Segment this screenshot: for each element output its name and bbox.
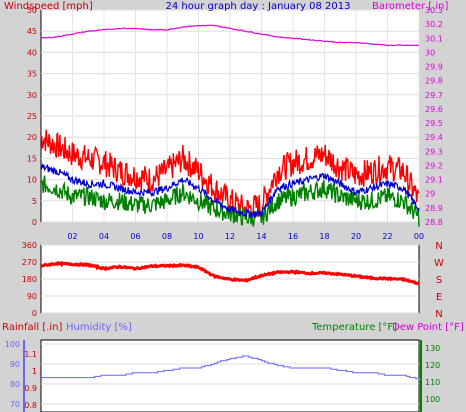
humidity-tick: 70	[10, 400, 20, 409]
windspeed-tick: 5	[32, 197, 37, 206]
direction-tick: 180	[22, 275, 37, 284]
barometer-tick: 29.7	[425, 91, 443, 100]
barometer-line	[40, 24, 420, 47]
direction-tick: 90	[27, 292, 37, 301]
temp-plot-area	[40, 339, 420, 412]
time-tick: 22	[382, 232, 392, 241]
barometer-tick: 28.9	[425, 204, 443, 213]
windspeed-tick: 50	[27, 6, 37, 15]
rainfall-tick: 1	[32, 367, 37, 376]
time-tick: 08	[162, 232, 172, 241]
compass-label: N	[435, 309, 442, 320]
barometer-tick: 29.1	[425, 176, 443, 185]
temperature-tick: 110	[425, 378, 440, 387]
windspeed-tick: 35	[27, 70, 37, 79]
windspeed-tick: 0	[32, 218, 37, 227]
windspeed-tick: 10	[27, 176, 37, 185]
windspeed-tick: 40	[27, 48, 37, 57]
rainfall-tick: 0.8	[24, 401, 37, 410]
time-tick: 20	[351, 232, 361, 241]
humidity-tick: 80	[10, 380, 20, 389]
temperature-tick: 130	[425, 344, 440, 353]
rainfall-axis-label: Rainfall [.in]	[2, 322, 63, 333]
barometer-tick: 30	[425, 48, 435, 57]
direction-tick: 360	[22, 241, 37, 250]
temperature-tick: 100	[425, 395, 440, 404]
windspeed-axis-label: Windspeed [mph]	[4, 1, 93, 12]
compass-label: S	[436, 275, 442, 286]
barometer-tick: 30.2	[425, 20, 443, 29]
time-tick: 18	[319, 232, 329, 241]
barometer-tick: 30.3	[425, 6, 443, 15]
time-tick: 04	[99, 232, 109, 241]
barometer-tick: 30.1	[425, 34, 443, 43]
series-lines	[40, 24, 420, 380]
compass-label: W	[434, 258, 444, 269]
rainfall-tick: 1.1	[24, 350, 37, 359]
windspeed-tick: 30	[27, 91, 37, 100]
barometer-tick: 29	[425, 190, 435, 199]
temperature-tick: 120	[425, 361, 440, 370]
barometer-tick: 28.8	[425, 218, 443, 227]
humidity-tick: 100	[5, 340, 20, 349]
time-tick: 10	[193, 232, 203, 241]
barometer-tick: 29.6	[425, 105, 443, 114]
time-tick: 00	[414, 232, 424, 241]
barometer-tick: 29.9	[425, 63, 443, 72]
time-tick: 02	[67, 232, 77, 241]
barometer-tick: 29.2	[425, 161, 443, 170]
time-tick: 14	[256, 232, 266, 241]
time-tick: 16	[288, 232, 298, 241]
barometer-tick: 29.4	[425, 133, 443, 142]
windspeed-tick: 15	[27, 154, 37, 163]
direction-tick: 270	[22, 258, 37, 267]
direction-tick: 0	[32, 309, 37, 318]
humidity-axis-label: Humidity [%]	[66, 322, 132, 333]
barometer-axis-label: Barometer [.in]	[372, 1, 448, 12]
time-tick: 06	[130, 232, 140, 241]
chart-title: 24 hour graph day : January 08 2013	[166, 1, 351, 12]
wind-direction-line	[40, 260, 420, 286]
wind-average-line	[40, 162, 420, 219]
rainfall-tick: 0.9	[24, 384, 37, 393]
temperature-axis-label: Temperature [°F]	[311, 322, 397, 333]
dew-point-axis-label: Dew Point [°F]	[392, 322, 464, 333]
compass-label: E	[436, 292, 442, 303]
barometer-tick: 29.8	[425, 77, 443, 86]
time-tick: 12	[225, 232, 235, 241]
barometer-tick: 29.5	[425, 119, 443, 128]
windspeed-tick: 25	[27, 112, 37, 121]
humidity-tick: 90	[10, 360, 20, 369]
windspeed-tick: 20	[27, 133, 37, 142]
barometer-tick: 29.3	[425, 147, 443, 156]
wind-low-line	[40, 175, 420, 227]
compass-label: N	[435, 241, 442, 252]
humidity-line	[41, 355, 420, 380]
tick-labels: 0510152025303540455028.828.92929.129.229…	[5, 6, 444, 410]
windspeed-tick: 45	[27, 27, 37, 36]
